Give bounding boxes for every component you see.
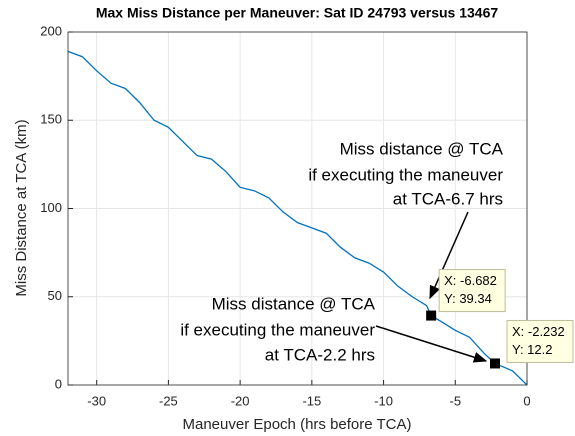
x-tick-label: -5	[450, 393, 462, 408]
annotation-line: if executing the maneuver	[308, 165, 503, 184]
x-tick-label: -25	[159, 393, 178, 408]
y-tick-label: 0	[55, 376, 62, 391]
x-tick-label: -10	[374, 393, 393, 408]
annotation: Miss distance @ TCA if executing the man…	[308, 139, 504, 300]
arrow	[375, 325, 488, 363]
y-tick-label: 100	[40, 200, 62, 215]
datatip-y: Y: 39.34	[444, 291, 492, 306]
x-tick-label: 0	[523, 393, 530, 408]
y-tick-label: 150	[40, 112, 62, 127]
x-axis-label: Maneuver Epoch (hrs before TCA)	[183, 416, 412, 433]
arrow	[429, 211, 469, 300]
datatip-x: X: -2.232	[512, 324, 565, 339]
data-line	[67, 50, 528, 386]
y-tick-label: 50	[48, 288, 62, 303]
annotation-line: Miss distance @ TCA	[212, 294, 376, 313]
annotation-line: Miss distance @ TCA	[340, 139, 504, 158]
datatip-box	[506, 319, 574, 363]
axes-box	[67, 31, 528, 386]
datatip-marker	[426, 310, 437, 321]
y-tick-label: 200	[40, 23, 62, 38]
annotation-line: if executing the maneuver	[180, 320, 375, 339]
y-axis-label: Miss Distance at TCA (km)	[13, 119, 30, 296]
annotation: Miss distance @ TCA if executing the man…	[180, 294, 488, 364]
chart-title: Max Miss Distance per Maneuver: Sat ID 2…	[96, 5, 499, 21]
x-tick-label: -30	[87, 393, 106, 408]
datatip-y: Y: 12.2	[512, 342, 552, 357]
x-tick-label: -20	[231, 393, 250, 408]
datatip-box	[438, 269, 506, 313]
datatip-x: X: -6.682	[444, 273, 497, 288]
annotation-line: at TCA-2.2 hrs	[265, 345, 375, 364]
annotation-line: at TCA-6.7 hrs	[393, 189, 503, 208]
datatip-marker	[489, 358, 500, 369]
x-tick-label: -15	[302, 393, 321, 408]
